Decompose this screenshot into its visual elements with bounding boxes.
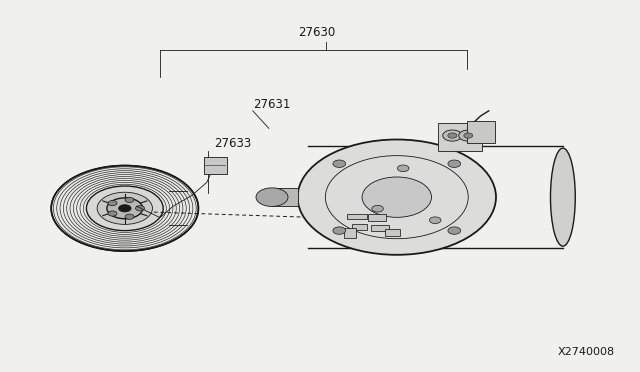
Circle shape <box>397 165 409 172</box>
Circle shape <box>333 160 346 167</box>
FancyBboxPatch shape <box>371 225 388 231</box>
Circle shape <box>333 227 346 234</box>
Circle shape <box>97 192 152 224</box>
Circle shape <box>448 133 457 138</box>
Text: 27630: 27630 <box>298 26 335 39</box>
Text: 27631: 27631 <box>253 98 290 110</box>
Circle shape <box>362 177 431 217</box>
Circle shape <box>429 217 441 224</box>
Circle shape <box>256 188 288 206</box>
Text: 27633: 27633 <box>214 137 252 150</box>
FancyBboxPatch shape <box>385 229 399 236</box>
Bar <box>272 188 298 206</box>
Circle shape <box>108 211 117 216</box>
FancyBboxPatch shape <box>344 228 356 238</box>
FancyBboxPatch shape <box>352 224 367 230</box>
FancyBboxPatch shape <box>467 121 495 143</box>
Text: X2740008: X2740008 <box>557 347 614 357</box>
Circle shape <box>86 186 163 231</box>
Circle shape <box>125 197 134 202</box>
Circle shape <box>125 214 134 219</box>
FancyBboxPatch shape <box>438 123 482 151</box>
Circle shape <box>298 140 496 255</box>
Circle shape <box>51 166 198 251</box>
Circle shape <box>448 160 461 167</box>
Circle shape <box>107 198 143 219</box>
Circle shape <box>448 227 461 234</box>
FancyBboxPatch shape <box>204 157 227 174</box>
Circle shape <box>464 133 473 138</box>
FancyBboxPatch shape <box>347 214 367 219</box>
FancyBboxPatch shape <box>369 214 386 221</box>
Ellipse shape <box>550 148 575 246</box>
Circle shape <box>108 201 117 206</box>
Circle shape <box>443 130 462 141</box>
Circle shape <box>136 206 145 211</box>
Circle shape <box>459 130 478 141</box>
Circle shape <box>372 205 383 212</box>
Circle shape <box>118 205 131 212</box>
